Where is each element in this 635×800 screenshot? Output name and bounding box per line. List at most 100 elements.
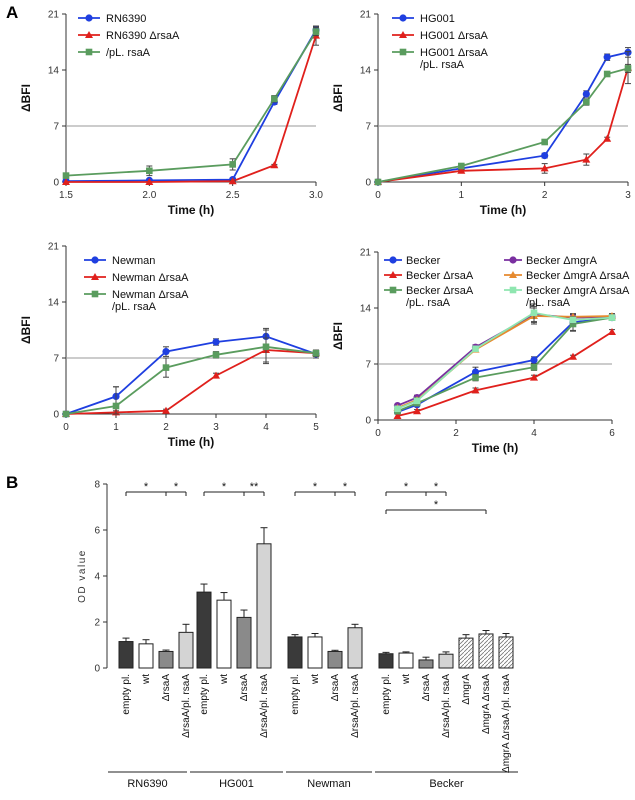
- series-line: [65, 29, 317, 183]
- x-tick-label: 3.0: [309, 190, 323, 201]
- legend-marker: [389, 271, 397, 278]
- data-point: [582, 90, 590, 98]
- legend-label: RN6390 ΔrsaA: [106, 30, 180, 42]
- significance-star: *: [174, 481, 179, 493]
- bar-x-label: empty pl.: [381, 674, 392, 715]
- legend-label: /pL. rsaA: [106, 47, 151, 59]
- bar: [256, 543, 272, 669]
- significance-star: *: [144, 481, 149, 493]
- legend-marker: [509, 271, 517, 278]
- series-hg001-0: [374, 47, 632, 186]
- legend-label: Becker ΔmgrA: [526, 255, 598, 267]
- significance-star: *: [434, 481, 439, 493]
- y-tick-label: 2: [94, 618, 100, 629]
- bar-x-label: wt: [141, 674, 152, 685]
- data-point: [472, 374, 479, 381]
- legend-label: HG001 ΔrsaA: [420, 30, 489, 42]
- bar-x-label: ΔrsaA/pl. rsaA: [441, 674, 452, 738]
- y-tick-label: 14: [360, 66, 372, 77]
- series-line: [377, 51, 629, 183]
- line-chart-newman: 0 7 14 21 0 1 2 3 4 5 Time (h) ΔBFI Newman Newman Δrs…: [19, 242, 320, 449]
- series-becker-4: [393, 307, 616, 411]
- legend-label: Newman ΔrsaA: [112, 272, 189, 284]
- y-tick-label: 7: [53, 122, 59, 133]
- bar: [478, 633, 494, 669]
- legend-rn6390: RN6390 RN6390 ΔrsaA/pL. rsaA: [78, 13, 180, 59]
- significance-star: *: [434, 499, 439, 511]
- data-point: [374, 178, 382, 186]
- data-point: [540, 164, 549, 172]
- legend-marker: [389, 256, 397, 264]
- data-point: [530, 309, 538, 317]
- bar: [347, 627, 363, 669]
- bar-group-3: empty pl. wt ΔrsaA ΔrsaA/pl. rsaA ΔmgrA ΔmgrA…: [375, 481, 518, 790]
- legend-marker: [85, 14, 93, 22]
- legend-label: RN6390: [106, 13, 146, 25]
- significance-3: * * *: [385, 481, 487, 514]
- data-point: [582, 155, 591, 163]
- x-axis-label: Time (h): [480, 203, 526, 217]
- x-tick-label: 3: [625, 190, 631, 201]
- legend-marker: [399, 14, 407, 22]
- data-point: [458, 162, 465, 170]
- bar-x-label: ΔrsaA: [239, 674, 250, 702]
- data-point: [583, 98, 590, 106]
- y-tick-label: 21: [360, 248, 372, 259]
- bar: [178, 631, 194, 669]
- series-becker-1: [393, 328, 616, 419]
- x-tick-label: 1.5: [59, 190, 73, 201]
- series-line: [397, 311, 613, 410]
- x-tick-label: 2: [453, 428, 459, 439]
- bar: [216, 599, 232, 669]
- data-point: [603, 70, 611, 78]
- data-point: [270, 161, 279, 169]
- group-label: HG001: [219, 778, 254, 790]
- legend-marker: [91, 256, 99, 264]
- series-hg001-2: [374, 63, 632, 186]
- bar-x-label: empty pl.: [121, 674, 132, 715]
- series-newman-2: [62, 329, 320, 418]
- x-tick-label: 3: [213, 422, 219, 433]
- bar: [438, 653, 454, 669]
- data-point: [530, 373, 538, 381]
- legend-label: Becker ΔmgrA ΔrsaA: [526, 285, 630, 297]
- significance-star: *: [313, 481, 318, 493]
- series-rn6390-0: [62, 26, 320, 185]
- legend-marker: [389, 286, 397, 294]
- series-line: [65, 349, 317, 415]
- legend-newman: Newman Newman ΔrsaA Newman ΔrsaA/pL. rsaA: [84, 255, 189, 313]
- y-tick-label: 14: [360, 304, 372, 315]
- bar-x-label: wt: [310, 674, 321, 685]
- data-point: [228, 177, 237, 185]
- data-point: [569, 320, 577, 328]
- significance-star: *: [343, 481, 348, 493]
- legend-marker: [509, 286, 517, 294]
- data-point: [413, 397, 421, 405]
- data-point: [162, 406, 170, 414]
- significance-2: * *: [294, 481, 356, 496]
- data-point: [530, 363, 538, 371]
- y-axis-label: OD value: [77, 549, 88, 603]
- data-point: [541, 138, 548, 146]
- bar: [327, 650, 343, 669]
- bar: [418, 659, 434, 669]
- significance-star: *: [222, 481, 227, 493]
- y-axis-label: ΔBFI: [331, 84, 345, 112]
- data-point: [413, 407, 421, 415]
- y-tick-label: 8: [94, 480, 100, 491]
- legend-label: /pL. rsaA: [406, 297, 451, 309]
- series-hg001-1: [374, 51, 632, 185]
- data-point: [457, 166, 466, 174]
- data-point: [608, 328, 616, 335]
- x-axis-label: Time (h): [472, 441, 518, 455]
- data-point: [212, 371, 220, 379]
- line-chart-becker: 0 7 14 21 0 2 4 6 Time (h) ΔBFI Becker Becker ΔrsaA…: [331, 248, 630, 456]
- bar: [118, 641, 134, 669]
- bar: [196, 591, 212, 669]
- bar-chart-od: 0 2 4 6 8 OD value empty pl. wt ΔrsaA ΔrsaA/pl. r…: [77, 480, 518, 790]
